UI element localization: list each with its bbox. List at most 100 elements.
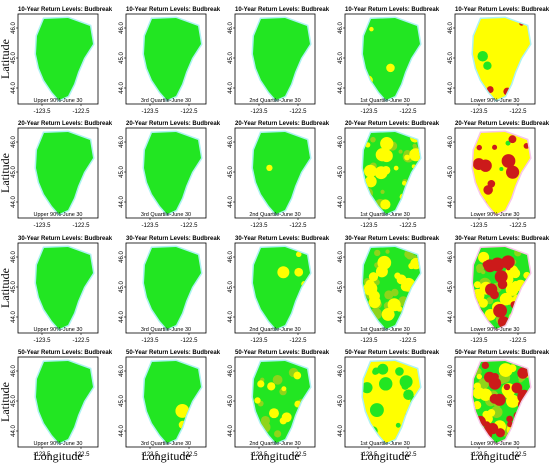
- panel-title: 30-Year Return Levels: Budbreak: [345, 236, 440, 242]
- y-tick-label: 44.0: [338, 82, 344, 94]
- y-tick-label: 45.0: [448, 395, 454, 407]
- x-tick-label: -122.5: [289, 109, 307, 115]
- panel-caption: 1st Quartile-June 30: [360, 98, 410, 104]
- x-tick-label: -122.5: [509, 452, 527, 458]
- y-tick-label: 46.0: [119, 365, 125, 377]
- map-panel-r3-c4: 30-Year Return Levels: Budbreak 46.045.04…: [338, 236, 440, 344]
- y-tick-label: 45.0: [119, 166, 125, 178]
- y-tick-label: 44.0: [119, 82, 125, 94]
- y-tick-label: 44.0: [119, 311, 125, 323]
- patch: [476, 373, 482, 380]
- red-patch: [488, 377, 502, 390]
- x-tick-label: -122.5: [72, 223, 90, 229]
- olive-patch: [398, 149, 403, 154]
- x-tick-label: -123.5: [141, 338, 159, 344]
- map-panel-r1-c1: 10-Year Return Levels: Budbreak46.045.04…: [11, 7, 113, 115]
- red-patch: [493, 303, 507, 318]
- x-tick-label: -123.5: [360, 223, 378, 229]
- state-map: 46.0 45.0 44.0 1st Quartile-June 30 -123.5 -1…: [338, 245, 422, 344]
- y-tick-label: 45.0: [338, 281, 344, 293]
- y-tick-label: 44.0: [11, 425, 17, 437]
- patch: [393, 165, 399, 171]
- patch: [395, 422, 401, 428]
- panel-title: 20-Year Return Levels: Budbreak: [235, 121, 330, 127]
- patch: [365, 175, 377, 188]
- y-tick-label: 45.0: [228, 166, 234, 178]
- x-tick-label: -123.5: [470, 223, 488, 229]
- x-tick-label: -122.5: [509, 223, 527, 229]
- y-tick-label: 45.0: [119, 395, 125, 407]
- y-axis-label: Latitude: [0, 382, 12, 422]
- y-tick-label: 44.0: [228, 425, 234, 437]
- patch: [498, 363, 513, 377]
- panel-caption: Lower 90%-June 30: [471, 441, 520, 447]
- state-map: 46.0 45.0 44.0 2nd Quartile-June 30 -123.5 -1…: [228, 130, 312, 229]
- x-tick-label: -123.5: [141, 109, 159, 115]
- y-tick-label: 44.0: [228, 196, 234, 208]
- x-tick-label: -122.5: [180, 452, 198, 458]
- y-tick-label: 46.0: [11, 365, 17, 377]
- x-tick-label: -123.5: [470, 338, 488, 344]
- x-tick-label: -123.5: [360, 109, 378, 115]
- x-tick-label: -122.5: [72, 452, 90, 458]
- red-patch: [492, 144, 498, 150]
- state-map: 46.0 45.0 44.0 Lower 90%-June 30 -123.5 -122.…: [448, 16, 532, 115]
- y-tick-label: 45.0: [11, 166, 17, 178]
- panel-title: 50-Year Return Levels: Budbreak: [455, 350, 550, 356]
- red-patch: [493, 393, 506, 406]
- panel-title: 20-Year Return Levels: Budbreak: [455, 121, 550, 127]
- y-tick-label: 45.0: [338, 52, 344, 64]
- panel-caption: 1st Quartile-June 30: [360, 212, 410, 218]
- red-patch: [490, 257, 505, 272]
- land-fill: [144, 247, 201, 329]
- y-tick-label: 46.0: [228, 22, 234, 34]
- patch: [399, 375, 413, 389]
- panel-title: 30-Year Return Levels: Budbreak: [455, 236, 550, 242]
- land-fill: [144, 361, 201, 443]
- red-patch: [481, 361, 489, 370]
- red-patch: [487, 179, 496, 188]
- red-patch: [508, 135, 517, 144]
- patch: [381, 171, 386, 176]
- red-patch: [501, 255, 515, 269]
- land-fill: [36, 247, 93, 329]
- x-tick-label: -122.5: [72, 338, 90, 344]
- x-axis-label: Longitude: [141, 449, 190, 463]
- y-tick-label: 46.0: [338, 365, 344, 377]
- y-tick-label: 46.0: [119, 251, 125, 263]
- x-tick-label: -123.5: [470, 109, 488, 115]
- y-axis-label: Latitude: [0, 268, 12, 308]
- panel-title: 50-Year Return Levels: Budbreak: [18, 350, 113, 356]
- state-map: 46.0 45.0 44.0 3rd Quartile-June 30 -123.5 -1…: [119, 245, 203, 344]
- state-map: 46.0 45.0 44.0 Upper 90%-June 30 -123.5 -122.…: [11, 130, 95, 229]
- x-tick-label: -123.5: [250, 109, 268, 115]
- y-tick-label: 46.0: [448, 251, 454, 263]
- panel-caption: 1st Quartile-June 30: [360, 441, 410, 447]
- red-patch: [495, 428, 505, 438]
- x-tick-label: -123.5: [250, 338, 268, 344]
- land-fill: [144, 18, 201, 100]
- state-map: 46.0 45.0 44.0 Upper 90%-June 30 -123.5 -122.…: [11, 359, 95, 458]
- patch: [257, 380, 265, 388]
- x-tick-label: -122.5: [399, 452, 417, 458]
- red-patch: [494, 270, 508, 284]
- y-tick-label: 44.0: [11, 311, 17, 323]
- y-tick-label: 45.0: [228, 52, 234, 64]
- panel-caption: Upper 90%-June 30: [34, 327, 83, 333]
- y-tick-label: 44.0: [11, 196, 17, 208]
- patch: [377, 363, 389, 375]
- patch: [380, 199, 391, 210]
- x-tick-label: -122.5: [289, 452, 307, 458]
- state-map: 46.0 45.0 44.0 1st Quartile-June 30 -123.5 -1…: [338, 130, 422, 229]
- panel-caption: 2nd Quartile-June 30: [249, 212, 300, 218]
- x-tick-label: -122.5: [72, 109, 90, 115]
- map-panel-r4-c5: 50-Year Return Levels: Budbreak 46.0 45.0 4…: [448, 350, 550, 458]
- panel-caption: 3rd Quartile-June 30: [141, 327, 191, 333]
- red-patch: [485, 283, 498, 296]
- x-tick-label: -122.5: [399, 109, 417, 115]
- panel-caption: 2nd Quartile-June 30: [249, 98, 300, 104]
- patch: [266, 164, 273, 172]
- olive-patch: [476, 263, 485, 272]
- red-patch: [501, 154, 516, 168]
- x-tick-label: -123.5: [360, 452, 378, 458]
